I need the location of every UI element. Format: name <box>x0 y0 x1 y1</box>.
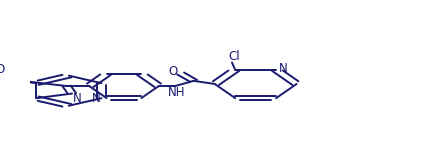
Text: O: O <box>0 63 5 76</box>
Text: NH: NH <box>168 86 186 99</box>
Text: O: O <box>169 65 178 78</box>
Text: Cl: Cl <box>228 50 240 63</box>
Text: N: N <box>279 62 288 75</box>
Text: N: N <box>92 92 101 105</box>
Text: N: N <box>73 92 81 105</box>
